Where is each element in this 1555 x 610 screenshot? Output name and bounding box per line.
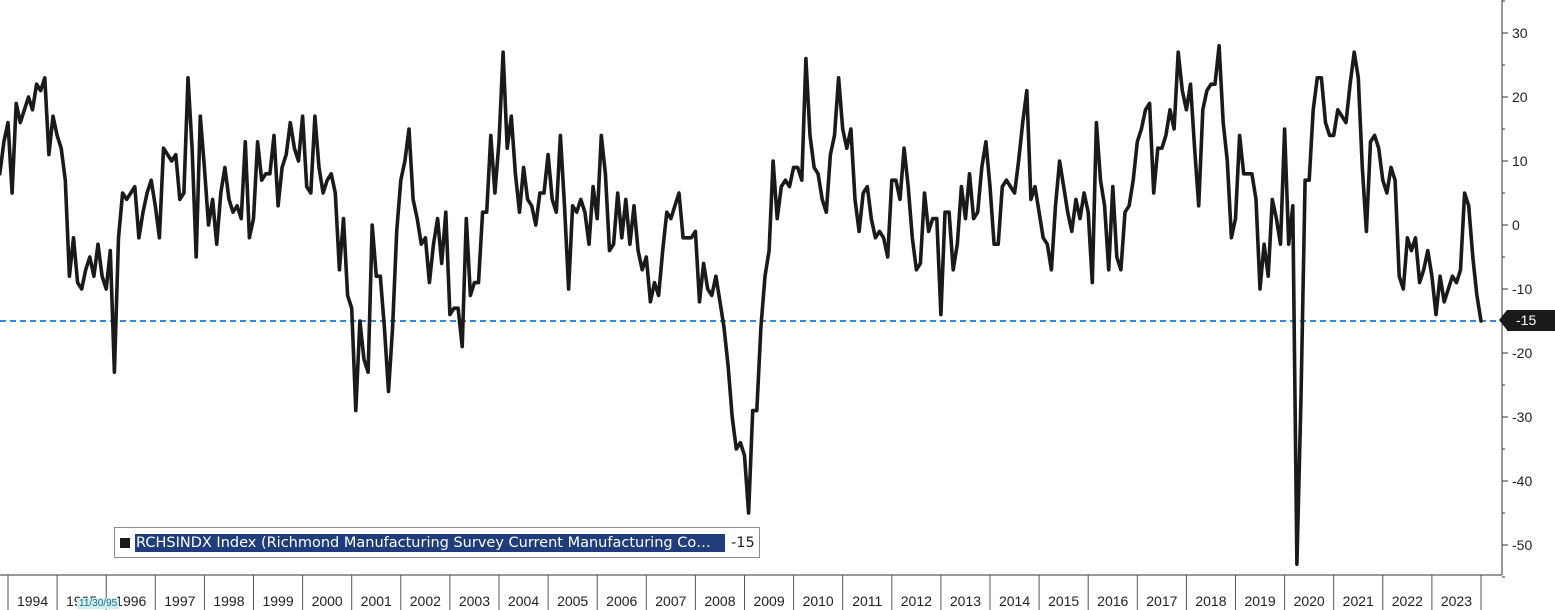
x-tick-label: 2002 — [410, 593, 441, 609]
x-tick-label: 2011 — [852, 593, 882, 609]
y-tick-label: 20 — [1512, 89, 1528, 105]
x-tick-label: 2015 — [1048, 593, 1079, 609]
legend-last-value: -15 — [731, 534, 755, 551]
legend-swatch — [120, 537, 130, 548]
x-tick-label: 2000 — [312, 593, 343, 609]
y-tick-label: -40 — [1512, 473, 1532, 489]
x-tick-label: 2021 — [1343, 593, 1374, 609]
legend-box[interactable]: RCHSINDX Index (Richmond Manufacturing S… — [114, 527, 760, 558]
x-tick-label: 2016 — [1097, 593, 1128, 609]
x-tick-label: 2007 — [655, 593, 686, 609]
x-tick-label: 2003 — [459, 593, 490, 609]
x-tick-label: 2017 — [1146, 593, 1177, 609]
y-tick-label: -20 — [1512, 345, 1532, 361]
x-tick-label: 2008 — [704, 593, 735, 609]
x-tick-label: 2001 — [361, 593, 392, 609]
x-tick-label: 2019 — [1244, 593, 1275, 609]
x-tick-label: 2018 — [1195, 593, 1226, 609]
x-tick-label: 2022 — [1392, 593, 1423, 609]
y-tick-label: 10 — [1512, 153, 1528, 169]
y-tick-label: -10 — [1512, 281, 1532, 297]
x-tick-label: 2004 — [508, 593, 539, 609]
y-tick-label: 0 — [1512, 217, 1520, 233]
x-tick-label: 2010 — [803, 593, 834, 609]
x-tick-label: 1996 — [115, 593, 146, 609]
x-tick-label: 1999 — [262, 593, 293, 609]
last-value-tag: -15 — [1499, 310, 1555, 331]
series-line-0 — [0, 44, 1483, 566]
y-tick-label: -50 — [1512, 537, 1532, 553]
x-tick-label: 2006 — [606, 593, 637, 609]
x-tick-label: 2023 — [1441, 593, 1472, 609]
x-tick-label: 2012 — [901, 593, 932, 609]
x-tick-label: 2005 — [557, 593, 588, 609]
x-tick-label: 2009 — [753, 593, 784, 609]
x-tick-label: 2013 — [950, 593, 981, 609]
x-tick-label: 2014 — [999, 593, 1030, 609]
x-tick-label: 1997 — [164, 593, 195, 609]
x-tick-label: 1994 — [17, 593, 48, 609]
y-tick-label: -30 — [1512, 409, 1532, 425]
x-tick-label: 2020 — [1294, 593, 1325, 609]
y-tick-label: 30 — [1512, 25, 1528, 41]
x-tick-label: 1998 — [213, 593, 244, 609]
legend-series-label[interactable]: RCHSINDX Index (Richmond Manufacturing S… — [135, 533, 725, 552]
cursor-date-label: 11/30/95 — [77, 598, 120, 609]
